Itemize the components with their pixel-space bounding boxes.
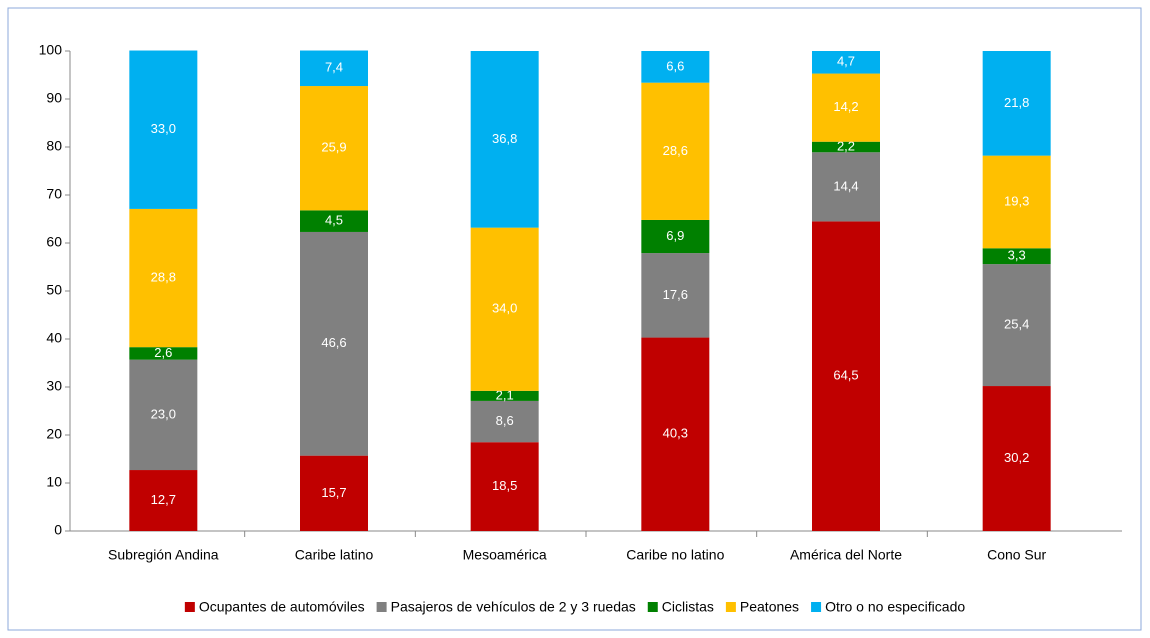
- value-label: 6,9: [666, 228, 684, 243]
- y-tick-label: 20: [46, 426, 62, 442]
- bar-segment: [812, 221, 880, 531]
- bar-segment: [129, 208, 198, 348]
- y-tick-label: 90: [46, 90, 62, 106]
- value-label: 2,6: [154, 345, 172, 360]
- value-label: 36,8: [492, 131, 517, 146]
- legend-label: Pasajeros de vehículos de 2 y 3 ruedas: [391, 599, 636, 615]
- bar-segment: [470, 400, 539, 443]
- bar-segment: [641, 51, 710, 83]
- x-tick-label: Mesoamérica: [463, 547, 547, 563]
- value-label: 14,4: [833, 178, 858, 193]
- bar-segment: [982, 155, 1051, 249]
- value-label: 2,1: [496, 387, 514, 402]
- bar-segment: [470, 390, 539, 401]
- value-label: 4,7: [837, 54, 855, 69]
- bar-segment: [982, 386, 1051, 531]
- value-label: 40,3: [663, 426, 688, 441]
- bar-segment: [641, 219, 710, 254]
- x-tick-label: América del Norte: [790, 547, 902, 563]
- value-label: 33,0: [151, 121, 176, 136]
- value-label: 64,5: [833, 368, 858, 383]
- bar-segment: [982, 51, 1051, 156]
- y-tick-label: 80: [46, 138, 62, 154]
- bar-segment: [812, 152, 880, 222]
- legend-label: Otro o no especificado: [825, 599, 965, 615]
- value-label: 34,0: [492, 301, 517, 316]
- bar-segment: [300, 210, 368, 232]
- y-tick-label: 70: [46, 186, 62, 202]
- y-tick-label: 40: [46, 330, 62, 346]
- legend-swatch: [725, 602, 736, 612]
- value-label: 3,3: [1008, 248, 1026, 263]
- value-label: 4,5: [325, 213, 343, 228]
- bar-segment: [470, 442, 539, 531]
- y-tick-label: 0: [54, 522, 62, 538]
- x-tick-label: Cono Sur: [987, 547, 1046, 563]
- value-label: 30,2: [1004, 450, 1029, 465]
- x-tick-label: Subregión Andina: [108, 547, 219, 563]
- x-tick-label: Caribe latino: [295, 547, 374, 563]
- value-label: 7,4: [325, 60, 343, 75]
- legend-swatch: [184, 602, 195, 612]
- legend-swatch: [811, 602, 822, 612]
- value-label: 2,2: [837, 138, 855, 153]
- value-label: 25,9: [321, 140, 346, 155]
- bar-segment: [300, 86, 368, 211]
- legend-swatch: [376, 602, 387, 612]
- bar-segment: [129, 359, 198, 471]
- value-label: 19,3: [1004, 193, 1029, 208]
- value-label: 8,6: [496, 413, 514, 428]
- value-label: 17,6: [663, 287, 688, 302]
- value-label: 15,7: [321, 485, 346, 500]
- bar-segment: [812, 141, 880, 153]
- bar-segment: [641, 253, 710, 338]
- legend-label: Peatones: [740, 599, 799, 615]
- value-label: 23,0: [151, 406, 176, 421]
- value-label: 46,6: [321, 335, 346, 350]
- y-tick-label: 50: [46, 282, 62, 298]
- bar-segment: [641, 82, 710, 220]
- bar-segment: [129, 470, 198, 531]
- value-label: 28,6: [663, 143, 688, 158]
- bar-segment: [129, 50, 198, 209]
- legend-label: Ciclistas: [662, 599, 714, 615]
- value-label: 21,8: [1004, 95, 1029, 110]
- bar-segment: [470, 51, 539, 228]
- bar-segment: [812, 73, 880, 142]
- bar-segment: [300, 50, 368, 87]
- bar-segment: [812, 51, 880, 74]
- bar-segment: [129, 347, 198, 360]
- legend-label: Ocupantes de automóviles: [199, 599, 365, 615]
- value-label: 14,2: [833, 99, 858, 114]
- value-label: 18,5: [492, 478, 517, 493]
- x-tick-label: Caribe no latino: [626, 547, 724, 563]
- bar-segment: [300, 231, 368, 456]
- y-tick-label: 30: [46, 378, 62, 394]
- y-tick-label: 10: [46, 474, 62, 490]
- legend-swatch: [647, 602, 658, 612]
- y-tick-label: 60: [46, 234, 62, 250]
- y-tick-label: 100: [39, 42, 63, 58]
- bar-segment: [470, 227, 539, 391]
- value-label: 25,4: [1004, 317, 1029, 332]
- value-label: 6,6: [666, 58, 684, 73]
- bar-segment: [982, 264, 1051, 387]
- bar-segment: [982, 248, 1051, 265]
- bar-segment: [300, 455, 368, 531]
- bar-segment: [641, 337, 710, 531]
- value-label: 12,7: [151, 492, 176, 507]
- value-label: 28,8: [151, 269, 176, 284]
